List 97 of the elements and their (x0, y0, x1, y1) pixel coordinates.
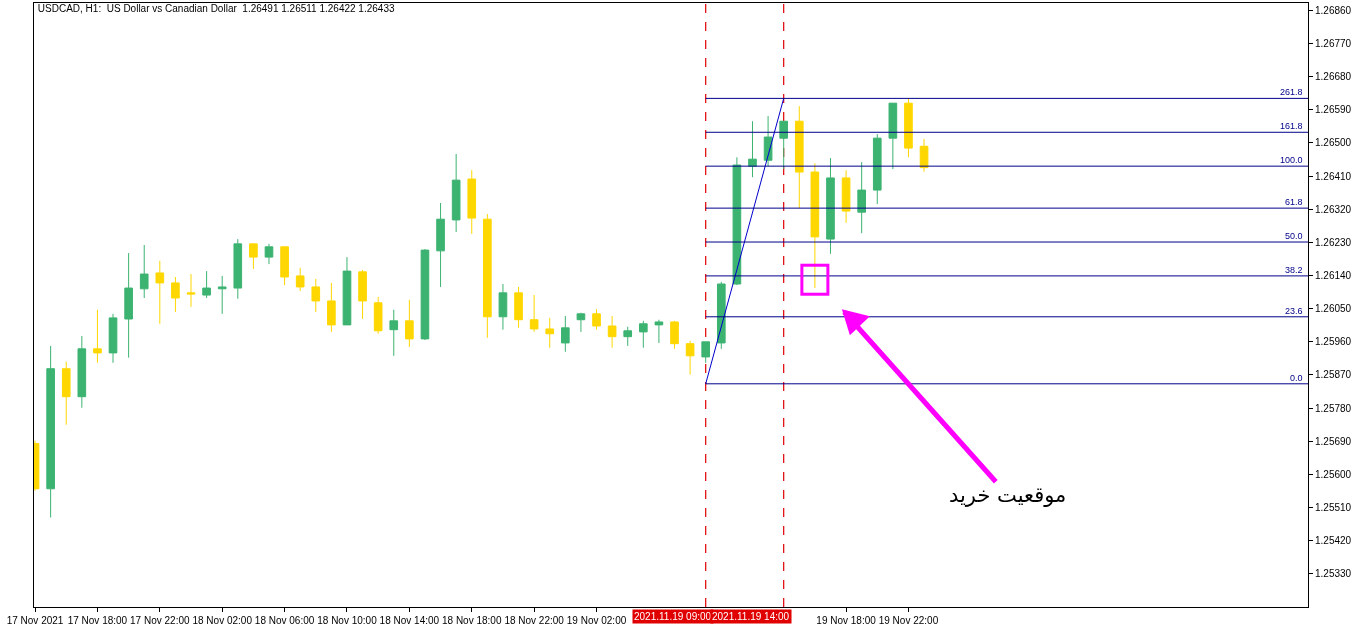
candlestick (139, 244, 149, 299)
candlestick (155, 260, 165, 325)
candlestick (311, 278, 321, 313)
series-label: 38.2 (1285, 265, 1303, 275)
candlestick (638, 320, 648, 349)
y-tick-label: 1.25690 (1315, 435, 1352, 447)
x-tick-label: 17 Nov 2021 (6, 615, 64, 626)
y-tick-label: 1.25600 (1315, 468, 1352, 480)
y-tick-label: 1.25780 (1315, 402, 1352, 414)
candlestick (77, 335, 87, 409)
x-tick-label: 19 Nov 02:00 (566, 615, 627, 626)
series-label: 50.0 (1285, 231, 1303, 241)
candlestick (389, 309, 399, 357)
candlestick (826, 157, 835, 255)
candlestick (61, 361, 71, 426)
x-tick-label: 18 Nov 22:00 (504, 615, 565, 626)
ref-line-label: 2021.11.19 14:00 (712, 611, 790, 622)
y-tick-label: 1.26680 (1315, 71, 1352, 83)
candlestick (295, 267, 305, 292)
candlestick (919, 138, 929, 173)
series-label: 61.8 (1285, 197, 1303, 207)
candlestick (654, 319, 664, 344)
x-tick-label: 18 Nov 18:00 (442, 615, 502, 626)
candlestick (202, 270, 211, 299)
candlestick (451, 153, 461, 233)
y-tick-label: 1.26320 (1315, 203, 1352, 215)
y-tick-label: 1.26230 (1315, 236, 1352, 248)
candlestick (841, 169, 851, 224)
candlestick (685, 340, 695, 376)
candlestick (498, 283, 508, 331)
candlestick (514, 286, 523, 329)
candlestick (716, 281, 726, 350)
candlestick (545, 317, 555, 349)
y-tick-label: 1.25420 (1315, 535, 1352, 547)
candlestick (670, 320, 679, 350)
candlestick (217, 275, 227, 315)
candlestick (420, 248, 430, 341)
y-tick-label: 1.25510 (1315, 502, 1352, 514)
series-label: 0.0 (1290, 373, 1303, 383)
candlestick (124, 252, 133, 359)
candlestick (904, 97, 913, 158)
candlestick (108, 313, 118, 364)
candlestick (483, 213, 492, 339)
candlestick (467, 169, 477, 235)
candlestick (405, 299, 414, 348)
candlestick (46, 345, 55, 518)
y-tick-label: 1.26500 (1315, 137, 1352, 149)
series-label: 161.8 (1280, 121, 1303, 131)
x-tick-label: 18 Nov 10:00 (317, 615, 378, 626)
y-tick-label: 1.25870 (1315, 369, 1352, 381)
x-tick-label: 17 Nov 18:00 (67, 615, 128, 626)
candlestick (327, 282, 336, 333)
y-tick-label: 1.26140 (1315, 270, 1352, 282)
candlestick (592, 308, 601, 331)
y-tick-label: 1.25330 (1315, 568, 1352, 580)
x-tick-label: 19 Nov 18:00 (816, 615, 877, 626)
x-tick-label: 17 Nov 22:00 (130, 615, 190, 626)
candlestick (576, 312, 586, 333)
candlestick (794, 105, 804, 209)
candlestick (186, 273, 196, 308)
y-tick-label: 1.26860 (1315, 4, 1352, 16)
ref-line-label: 2021.11.19 09:00 (634, 611, 712, 622)
y-tick-label: 1.26590 (1315, 104, 1352, 116)
candlestick (872, 133, 882, 205)
y-tick-label: 1.26770 (1315, 38, 1352, 50)
annotation: موقعیت خرید (949, 483, 1067, 507)
candlestick (233, 238, 243, 300)
x-tick-label: 18 Nov 14:00 (379, 615, 440, 626)
candlestick (280, 246, 289, 286)
candlestick (171, 276, 180, 313)
series-label: 261.8 (1280, 87, 1303, 97)
candlestick (607, 315, 617, 349)
series-label: 100.0 (1280, 155, 1303, 165)
candlestick (264, 243, 274, 265)
candlestick (249, 243, 258, 270)
x-tick-label: 18 Nov 06:00 (254, 615, 315, 626)
y-tick-label: 1.26410 (1315, 170, 1352, 182)
candlestick (358, 269, 367, 320)
candlestick (623, 326, 633, 347)
candlestick (779, 120, 789, 170)
candlestick (888, 102, 898, 170)
candlestick (436, 202, 445, 288)
candlestick (529, 294, 539, 333)
candlestick (810, 162, 820, 289)
y-tick-label: 1.26050 (1315, 303, 1352, 315)
candlestick (93, 309, 102, 364)
candlestick (748, 120, 757, 178)
x-tick-label: 19 Nov 22:00 (878, 615, 939, 626)
candlestick (561, 315, 570, 353)
chart-title: USDCAD, H1: US Dollar vs Canadian Dollar 1.26491 1.26511 1.26422 1.26433 (37, 3, 395, 15)
candlestick (342, 256, 352, 326)
candlestick (373, 296, 383, 335)
series-label: 23.6 (1285, 306, 1303, 316)
candlestick (857, 161, 866, 234)
candlestick (701, 341, 711, 364)
x-tick-label: 18 Nov 02:00 (192, 615, 253, 626)
y-tick-label: 1.25960 (1315, 336, 1352, 348)
